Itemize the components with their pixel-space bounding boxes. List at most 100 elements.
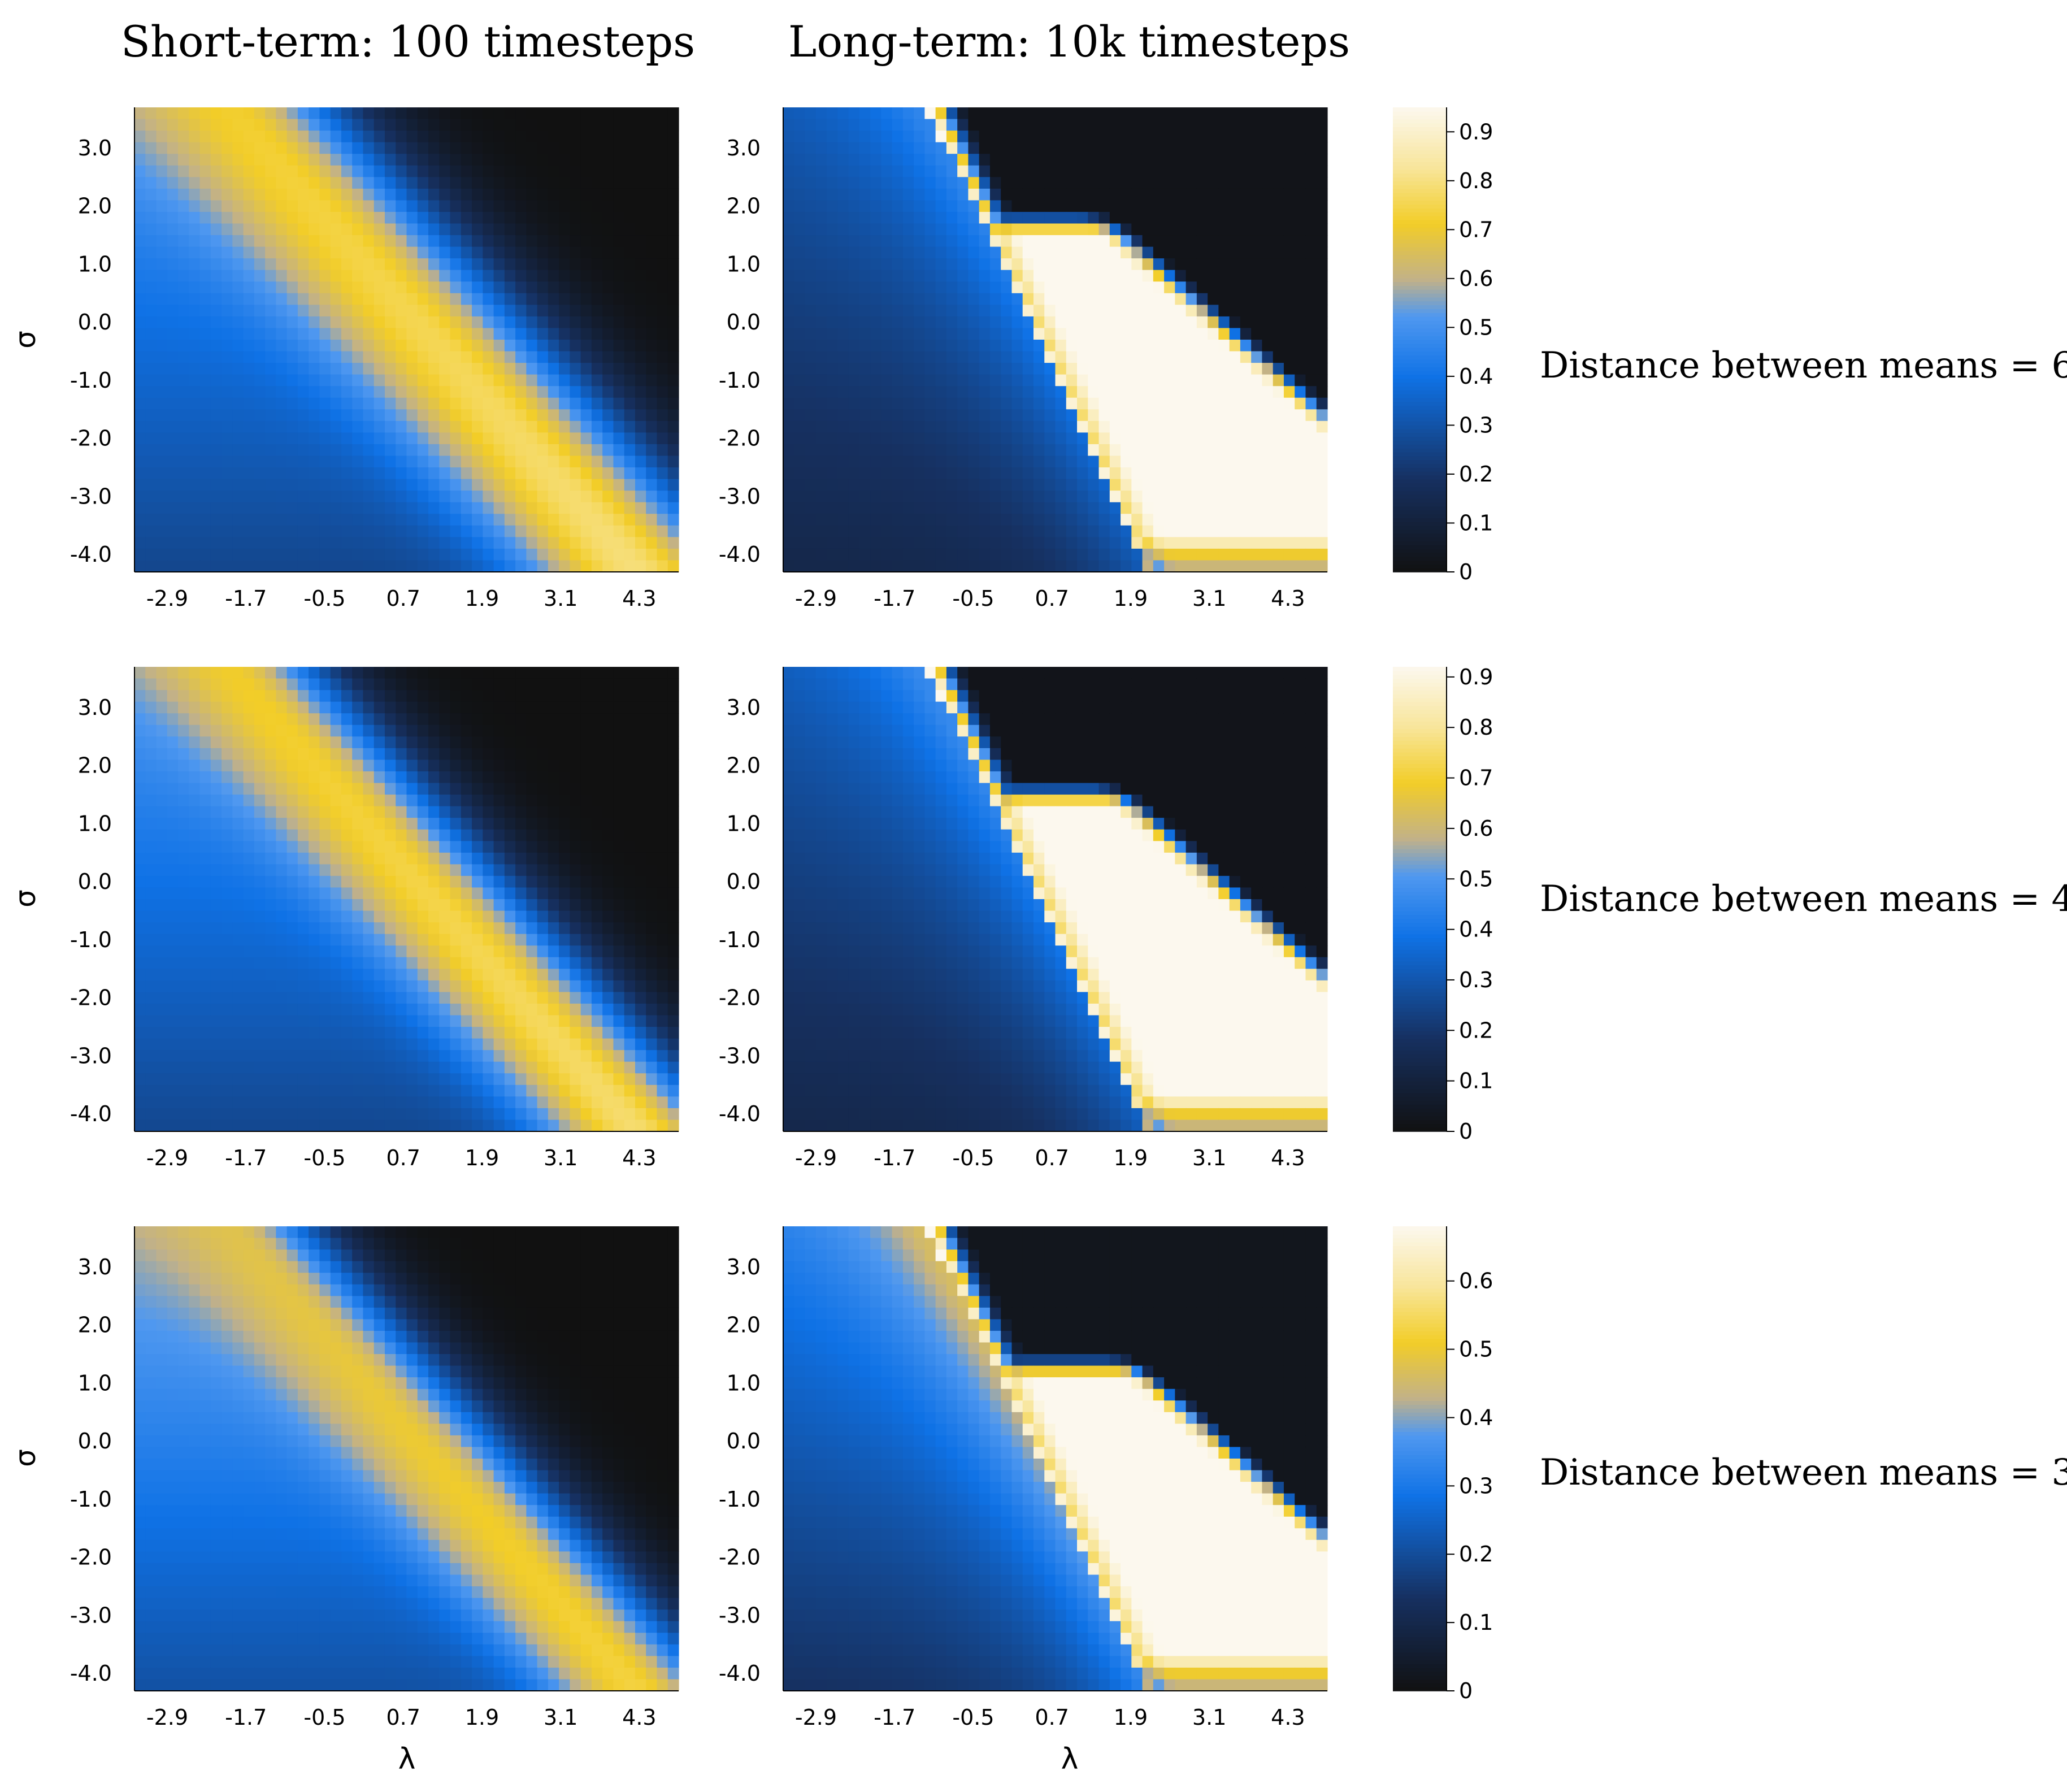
heatmap-cell	[309, 351, 320, 363]
heatmap-cell	[1098, 142, 1110, 154]
heatmap-cell	[134, 340, 146, 352]
heatmap-cell	[870, 502, 881, 514]
heatmap-cell	[1305, 223, 1317, 236]
heatmap-cell	[232, 374, 244, 387]
heatmap-cell	[265, 165, 276, 177]
heatmap-cell	[341, 736, 353, 749]
heatmap-cell	[537, 107, 549, 120]
heatmap-cell	[167, 374, 179, 387]
heatmap-cell	[624, 771, 636, 784]
heatmap-cell	[1022, 514, 1034, 526]
heatmap-cell	[1251, 281, 1263, 294]
heatmap-cell	[1164, 467, 1175, 480]
heatmap-cell	[265, 397, 276, 410]
heatmap-cell	[396, 131, 407, 143]
heatmap-cell	[591, 736, 603, 749]
heatmap-cell	[472, 864, 483, 877]
heatmap-cell	[1305, 420, 1317, 433]
heatmap-cell	[428, 795, 440, 807]
heatmap-cell	[848, 131, 860, 143]
heatmap-cell	[526, 281, 538, 294]
heatmap-cell	[276, 223, 288, 236]
heatmap-cell	[199, 432, 211, 445]
heatmap-cell	[199, 678, 211, 691]
heatmap-cell	[1316, 328, 1328, 340]
heatmap-cell	[667, 397, 679, 410]
heatmap-cell	[805, 432, 817, 445]
heatmap-cell	[1022, 235, 1034, 248]
heatmap-cell	[613, 748, 625, 760]
heatmap-cell	[526, 397, 538, 410]
heatmap-cell	[232, 211, 244, 224]
heatmap-cell	[199, 724, 211, 737]
heatmap-cell	[134, 154, 146, 166]
heatmap-cell	[352, 188, 364, 201]
heatmap-cell	[613, 409, 625, 422]
heatmap-cell	[526, 852, 538, 865]
heatmap-cell	[1011, 316, 1023, 329]
heatmap-cell	[613, 667, 625, 679]
heatmap-cell	[1229, 258, 1241, 271]
heatmap-cell	[902, 363, 914, 375]
heatmap-cell	[341, 479, 353, 491]
heatmap-cell	[1142, 420, 1154, 433]
heatmap-cell	[1022, 281, 1034, 294]
heatmap-cell	[472, 502, 483, 514]
heatmap-cell	[515, 258, 527, 271]
heatmap-cell	[145, 432, 157, 445]
heatmap-cell	[881, 154, 893, 166]
heatmap-cell	[297, 305, 309, 317]
heatmap-cell	[805, 235, 817, 248]
heatmap-cell	[1055, 177, 1067, 189]
heatmap-cell	[1022, 165, 1034, 177]
heatmap-cell	[276, 829, 288, 841]
heatmap-cell	[428, 131, 440, 143]
heatmap-cell	[848, 386, 860, 398]
heatmap-cell	[222, 783, 233, 795]
heatmap-cell	[794, 514, 806, 526]
heatmap-cell	[134, 444, 146, 457]
heatmap-cell	[591, 131, 603, 143]
heatmap-cell	[1218, 328, 1230, 340]
heatmap-cell	[167, 783, 179, 795]
heatmap-cell	[646, 363, 658, 375]
heatmap-cell	[946, 270, 958, 282]
heatmap-cell	[210, 690, 222, 702]
heatmap-cell	[537, 690, 549, 702]
heatmap-cell	[145, 678, 157, 691]
heatmap-cell	[591, 107, 603, 120]
heatmap-cell	[914, 188, 925, 201]
heatmap-cell	[254, 293, 266, 305]
heatmap-cell	[222, 864, 233, 877]
heatmap-cell	[439, 771, 451, 784]
heatmap-cell	[309, 165, 320, 177]
heatmap-cell	[892, 246, 904, 259]
heatmap-cell	[254, 713, 266, 726]
heatmap-cell	[210, 351, 222, 363]
heatmap-cell	[428, 200, 440, 212]
heatmap-cell	[189, 211, 201, 224]
heatmap-cell	[483, 455, 494, 468]
heatmap-cell	[591, 560, 603, 572]
heatmap-cell	[265, 864, 276, 877]
heatmap-cell	[591, 479, 603, 491]
heatmap-cell	[1022, 316, 1034, 329]
heatmap-cell	[1208, 479, 1219, 491]
heatmap-cell	[827, 131, 838, 143]
heatmap-cell	[450, 316, 462, 329]
heatmap-cell	[1305, 444, 1317, 457]
heatmap-cell	[1305, 211, 1317, 224]
heatmap-cell	[613, 177, 625, 189]
heatmap-cell	[914, 246, 925, 259]
heatmap-cell	[881, 409, 893, 422]
heatmap-cell	[1055, 142, 1067, 154]
heatmap-cell	[210, 491, 222, 503]
heatmap-cell	[1262, 316, 1274, 329]
heatmap-cell	[450, 351, 462, 363]
heatmap-cell	[178, 223, 189, 236]
heatmap-cell	[243, 795, 255, 807]
heatmap-cell	[794, 293, 806, 305]
heatmap-cell	[646, 409, 658, 422]
heatmap-cell	[145, 165, 157, 177]
heatmap-cell	[914, 107, 925, 120]
